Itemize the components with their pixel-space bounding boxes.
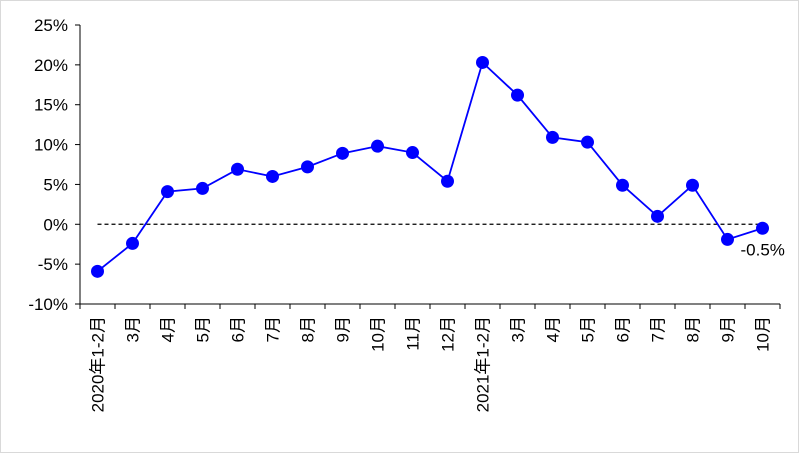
marker bbox=[231, 162, 244, 176]
marker bbox=[336, 146, 349, 160]
x-tick-label: 4月 bbox=[159, 316, 178, 342]
marker bbox=[91, 264, 104, 278]
x-tick-label: 7月 bbox=[264, 316, 283, 342]
x-tick-label: 3月 bbox=[509, 316, 528, 342]
marker bbox=[616, 178, 629, 192]
marker bbox=[301, 160, 314, 174]
x-tick-label: 9月 bbox=[334, 316, 353, 342]
y-tick-label: 15% bbox=[34, 96, 68, 115]
line bbox=[96, 60, 763, 273]
x-tick-label: 6月 bbox=[229, 316, 248, 342]
x-tick-label: 8月 bbox=[299, 316, 318, 342]
marker bbox=[721, 232, 734, 246]
x-tick-label: 6月 bbox=[614, 316, 633, 342]
y-tick-label: 25% bbox=[34, 16, 68, 35]
marker bbox=[161, 185, 174, 199]
y-tick-label: 5% bbox=[43, 175, 68, 194]
marker bbox=[371, 139, 384, 153]
marker bbox=[476, 55, 489, 69]
x-tick-label: 2021年1-2月 bbox=[474, 316, 493, 412]
marker bbox=[406, 146, 419, 160]
y-tick-label: -5% bbox=[38, 255, 68, 274]
marker bbox=[686, 178, 699, 192]
x-tick-label: 3月 bbox=[124, 316, 143, 342]
marker bbox=[266, 169, 279, 183]
marker bbox=[196, 181, 209, 195]
x-tick-label: 10月 bbox=[754, 316, 773, 352]
x-tick-label: 7月 bbox=[649, 316, 668, 342]
x-tick-label: 9月 bbox=[719, 316, 738, 342]
x-tick-label: 10月 bbox=[369, 316, 388, 352]
x-tick-label: 5月 bbox=[579, 316, 598, 342]
x-tick-label: 5月 bbox=[194, 316, 213, 342]
marker bbox=[511, 88, 524, 102]
marker bbox=[126, 236, 139, 250]
marker bbox=[546, 130, 559, 144]
marker bbox=[581, 135, 594, 149]
y-tick-label: 20% bbox=[34, 56, 68, 75]
y-tick-label: 10% bbox=[34, 136, 68, 155]
x-tick-label: 4月 bbox=[544, 316, 563, 342]
y-tick-label: -10% bbox=[28, 295, 68, 314]
marker bbox=[441, 174, 454, 188]
value-label: -0.5% bbox=[741, 240, 785, 259]
y-tick-label: 0% bbox=[43, 215, 68, 234]
x-tick-label: 2020年1-2月 bbox=[89, 316, 108, 412]
marker bbox=[756, 221, 769, 235]
x-tick-label: 11月 bbox=[404, 316, 423, 351]
x-tick-label: 12月 bbox=[439, 316, 458, 352]
marker bbox=[651, 209, 664, 223]
x-tick-label: 8月 bbox=[684, 316, 703, 342]
